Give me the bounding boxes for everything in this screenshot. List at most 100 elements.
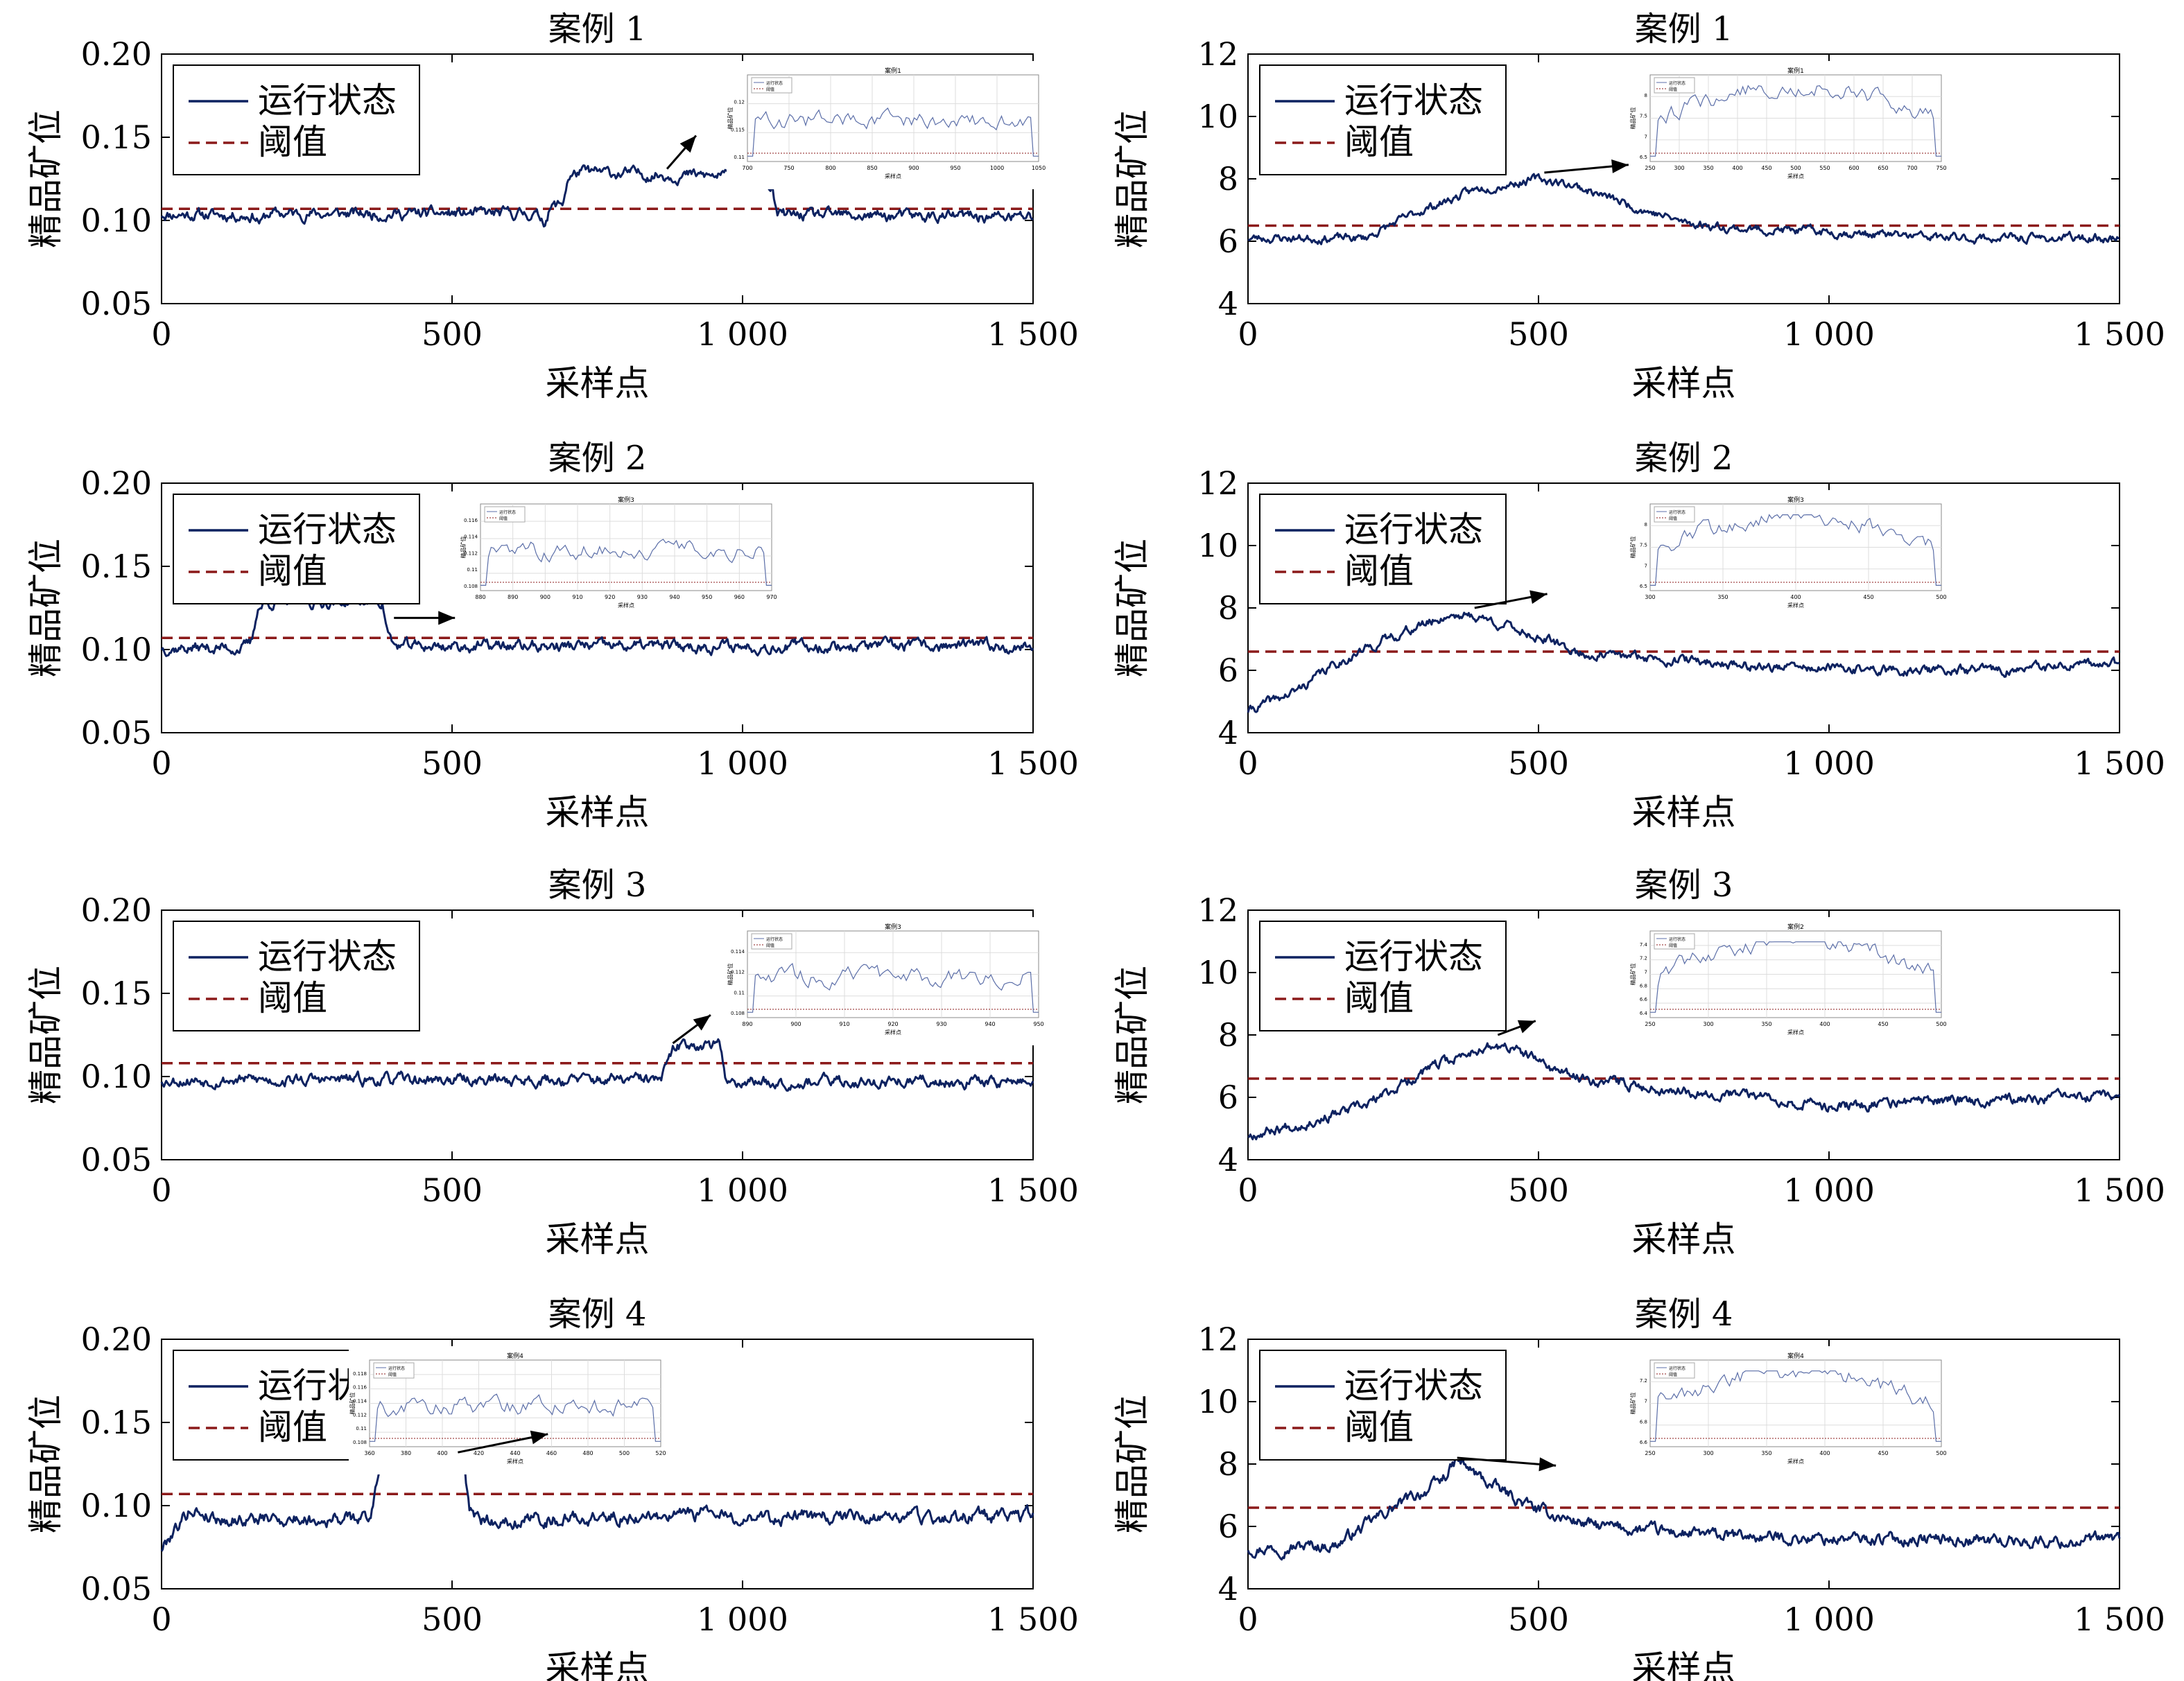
inset-x-tick-label: 890 — [508, 594, 518, 600]
inset-y-tick-label: 7.4 — [1640, 942, 1648, 948]
inset-y-tick-label: 6.5 — [1640, 584, 1647, 589]
inset-legend-threshold: 阈值 — [388, 1372, 397, 1377]
inset-x-tick-label: 440 — [510, 1450, 520, 1456]
inset-y-tick-label: 0.118 — [353, 1371, 367, 1377]
y-axis-label: 精品矿位 — [1112, 539, 1152, 677]
inset-x-tick-label: 250 — [1645, 165, 1655, 171]
inset-x-tick-label: 380 — [401, 1450, 411, 1456]
x-tick-label: 0 — [151, 744, 171, 782]
x-tick-label: 500 — [422, 1601, 483, 1638]
inset-x-tick-label: 400 — [1790, 594, 1801, 600]
x-tick-label: 1 500 — [987, 744, 1079, 782]
x-tick-label: 1 500 — [2074, 315, 2165, 353]
inset-series-line — [747, 962, 1039, 1013]
y-tick-label: 8 — [1218, 589, 1238, 627]
inset-plot: 案例2 250 300 350 400 450 500 6.4 6.6 6.8 7 7.2 7.4 采样点… — [1629, 917, 1952, 1045]
y-axis-label: 精品矿位 — [26, 539, 66, 677]
inset-legend-threshold: 阈值 — [1669, 1372, 1677, 1377]
legend-label-series: 运行状态 — [1344, 1366, 1483, 1406]
inset-x-tick-label: 950 — [702, 594, 712, 600]
x-tick-label: 0 — [151, 1172, 171, 1209]
x-axis-label: 采样点 — [1632, 363, 1736, 403]
inset-title: 案例2 — [1787, 923, 1804, 931]
inset-x-tick-label: 300 — [1674, 165, 1684, 171]
y-tick-label: 8 — [1218, 1016, 1238, 1054]
x-tick-label: 0 — [151, 315, 171, 353]
inset-x-tick-label: 920 — [605, 594, 615, 600]
inset-legend-series: 运行状态 — [1669, 937, 1685, 942]
inset-x-tick-label: 970 — [766, 594, 777, 600]
inset-y-tick-label: 7.5 — [1640, 114, 1647, 119]
inset-y-tick-label: 0.108 — [464, 584, 478, 589]
y-tick-label: 0.20 — [81, 35, 152, 73]
chart-title: 案例 2 — [548, 439, 647, 478]
chart-title: 案例 3 — [1635, 866, 1733, 905]
legend-label-series: 运行状态 — [1344, 80, 1483, 121]
inset-y-tick-label: 0.11 — [356, 1426, 367, 1431]
legend-label-threshold: 阈值 — [1344, 978, 1414, 1018]
inset-y-label: 精品矿位 — [1629, 964, 1636, 986]
inset-y-tick-label: 7.2 — [1640, 956, 1647, 961]
inset-title: 案例4 — [1787, 1352, 1804, 1360]
x-tick-label: 500 — [1508, 315, 1569, 353]
inset-x-tick-label: 850 — [867, 165, 877, 171]
y-tick-label: 12 — [1197, 1321, 1238, 1358]
y-tick-label: 6 — [1218, 1508, 1238, 1545]
y-axis-label: 精品矿位 — [26, 1395, 66, 1533]
x-axis-label: 采样点 — [546, 1219, 650, 1260]
legend-box — [173, 64, 420, 175]
y-tick-label: 4 — [1218, 714, 1238, 751]
y-tick-label: 12 — [1197, 35, 1238, 73]
inset-legend-threshold: 阈值 — [766, 87, 774, 92]
chart-panel-1: 案例 1 0 500 1 000 1 500 0.05 0.10 0.15 0.20 采样点 精品矿… — [26, 10, 1079, 403]
legend-label-threshold: 阈值 — [1344, 1407, 1414, 1447]
x-tick-label: 1 000 — [1783, 315, 1875, 353]
inset-x-tick-label: 400 — [1732, 165, 1742, 171]
arrow-head-icon — [693, 1015, 711, 1031]
inset-plot: 案例1 700 750 800 850 900 950 1000 1050 0.11 0.115 0.… — [727, 61, 1049, 189]
y-tick-label: 6 — [1218, 223, 1238, 260]
inset-x-tick-label: 450 — [1878, 1021, 1888, 1027]
legend-box — [1259, 64, 1507, 175]
inset-y-tick-label: 6.6 — [1640, 997, 1648, 1002]
y-tick-label: 6 — [1218, 1079, 1238, 1116]
inset-series-line — [1650, 1370, 1941, 1442]
x-tick-label: 1 500 — [2074, 744, 2165, 782]
arrow-head-icon — [530, 1430, 548, 1445]
inset-x-tick-label: 300 — [1645, 594, 1655, 600]
inset-legend-series: 运行状态 — [766, 937, 783, 942]
y-tick-label: 4 — [1218, 1570, 1238, 1608]
x-tick-label: 500 — [422, 744, 483, 782]
y-axis-label: 精品矿位 — [26, 110, 66, 248]
y-tick-label: 6 — [1218, 652, 1238, 689]
legend-label-series: 运行状态 — [258, 80, 397, 121]
inset-legend-box — [751, 77, 792, 94]
inset-y-tick-label: 7.5 — [1640, 543, 1647, 548]
inset-y-tick-label: 0.116 — [464, 518, 478, 523]
inset-y-label: 精品矿位 — [1629, 537, 1636, 559]
series-line-运行状态 — [160, 1447, 1034, 1552]
legend-box — [1259, 1350, 1507, 1461]
inset-y-label: 精品矿位 — [460, 537, 467, 559]
inset-legend-threshold: 阈值 — [1669, 87, 1677, 92]
inset-x-tick-label: 1050 — [1032, 165, 1046, 171]
x-tick-label: 1 000 — [697, 1172, 788, 1209]
arrow-head-icon — [1529, 590, 1548, 604]
inset-x-tick-label: 940 — [669, 594, 679, 600]
inset-y-tick-label: 6.6 — [1640, 1440, 1648, 1445]
y-tick-label: 0.20 — [81, 464, 152, 502]
y-axis-label: 精品矿位 — [1112, 1395, 1152, 1533]
inset-x-tick-label: 900 — [908, 165, 919, 171]
y-axis-label: 精品矿位 — [1112, 966, 1152, 1104]
legend-box — [173, 494, 420, 604]
legend-label-threshold: 阈值 — [258, 978, 327, 1018]
inset-x-tick-label: 880 — [475, 594, 485, 600]
inset-x-tick-label: 800 — [825, 165, 835, 171]
chart-panel-8: 案例 40 500 1 000 1 5004681012采样点精品矿位运行状态阈值案例… — [1112, 1295, 2165, 1681]
x-axis-label: 采样点 — [546, 1648, 650, 1681]
inset-legend-threshold: 阈值 — [1669, 943, 1677, 948]
x-tick-label: 1 000 — [1783, 1172, 1875, 1209]
chart-title: 案例 1 — [1635, 10, 1733, 49]
inset-legend-box — [1654, 77, 1695, 94]
